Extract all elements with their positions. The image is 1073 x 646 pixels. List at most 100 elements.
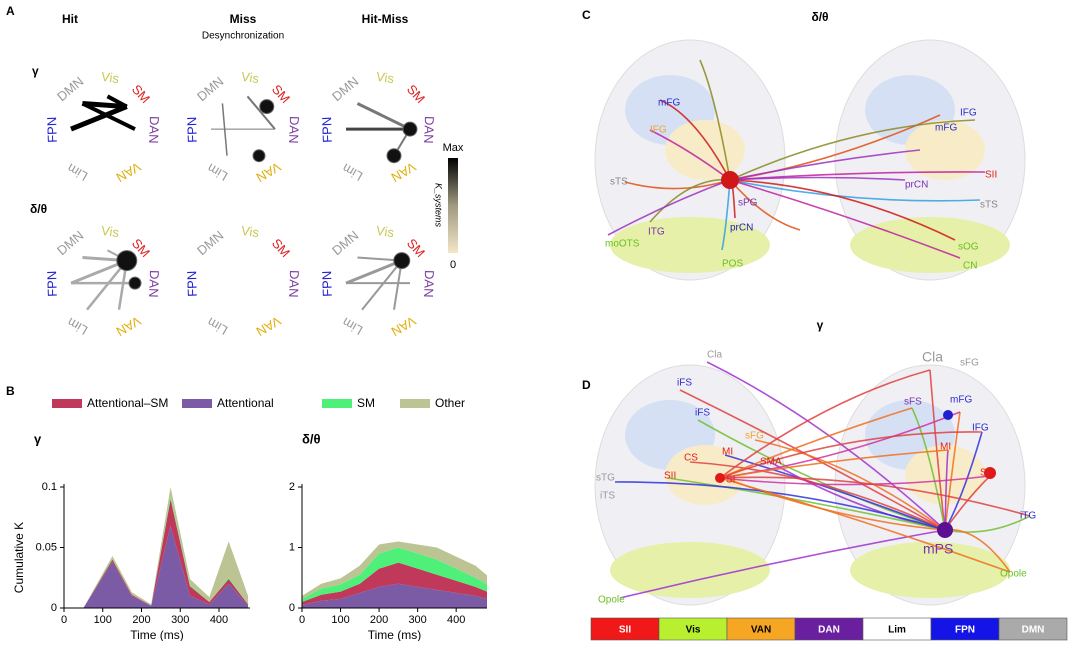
region-label: iFS [677, 378, 692, 389]
region-label: IFG [960, 108, 977, 119]
network-label: DAN [146, 270, 162, 298]
figure: A B C D Hit Miss Desynchronization Hit-M… [0, 0, 1073, 641]
region-label: POS [722, 259, 743, 270]
y-tick-label: 0.1 [42, 481, 57, 493]
region-label: ITG [648, 227, 665, 238]
region-label: sPG [738, 198, 758, 209]
region-label: IFG [972, 423, 989, 434]
colorbar-min: 0 [450, 259, 456, 271]
network-label: DAN [286, 270, 302, 298]
panel-label: C [582, 8, 591, 22]
network-label: Vis [240, 223, 260, 240]
x-tick-label: 400 [447, 614, 465, 626]
panel-title: γ [817, 318, 824, 332]
column-title: Hit [62, 12, 78, 26]
legend-label: Lim [888, 625, 906, 636]
network-label: DMN [194, 74, 226, 105]
y-axis-label: Cumulative K [12, 522, 26, 593]
legend-label: FPN [955, 625, 975, 636]
network-label: Vis [240, 69, 260, 86]
network-label: Vis [100, 223, 120, 240]
legend-label: Vis [686, 625, 701, 636]
network-label: DMN [329, 74, 361, 105]
network-node [129, 277, 141, 289]
network-label: VAN [254, 159, 284, 185]
panel-title: δ/θ [811, 10, 828, 24]
x-tick-label: 200 [132, 614, 150, 626]
x-tick-label: 0 [299, 614, 305, 626]
network-node [253, 150, 265, 162]
legend-label: SII [619, 625, 631, 636]
network-label: VAN [114, 313, 144, 339]
panel-label: D [582, 378, 591, 392]
legend-label: DAN [818, 625, 840, 636]
chart-title: γ [34, 431, 42, 446]
region-label: sOG [958, 242, 979, 253]
network-label: DMN [194, 228, 226, 259]
region-label: CS [684, 453, 698, 464]
region-label: SII [980, 468, 992, 479]
panel-label: A [6, 4, 15, 18]
colorbar-max: Max [443, 142, 464, 154]
region-label: sTG [596, 473, 615, 484]
network-label: FPN [44, 117, 60, 144]
network-node [403, 122, 417, 136]
row-title: γ [32, 64, 39, 78]
legend-label: Attentional [217, 396, 274, 410]
network-label: Vis [100, 69, 120, 86]
network-node [387, 149, 401, 163]
region-label: iTG [1020, 511, 1036, 522]
brain-region [850, 217, 1010, 273]
legend-swatch [400, 399, 430, 408]
legend-label: SM [357, 396, 375, 410]
region-label: mFG [935, 123, 957, 134]
network-label: VAN [114, 159, 144, 185]
region-label: prCN [730, 223, 753, 234]
brain-region [665, 120, 745, 180]
legend-label: Other [435, 396, 465, 410]
region-label: sFS [904, 397, 922, 408]
region-label: Opole [598, 595, 625, 606]
x-tick-label: 200 [370, 614, 388, 626]
region-label: SII [985, 170, 997, 181]
network-label: DAN [421, 270, 437, 298]
network-node [260, 100, 274, 114]
hub-node [715, 473, 725, 483]
hub-node [721, 171, 739, 189]
colorbar-label: K_systems [434, 183, 444, 228]
region-label: sFG [745, 431, 764, 442]
x-tick-label: 100 [331, 614, 349, 626]
network-label: FPN [319, 271, 335, 298]
region-label: Opole [1000, 569, 1027, 580]
region-label: Cla [707, 350, 722, 361]
chart-title: δ/θ [302, 431, 321, 446]
region-label: sTS [980, 200, 998, 211]
hub-node [943, 410, 953, 420]
network-label: FPN [44, 271, 60, 298]
region-label: IFG [650, 125, 667, 136]
network-label: DAN [286, 116, 302, 144]
column-subtitle: Desynchronization [202, 31, 284, 42]
network-label: FPN [184, 117, 200, 144]
region-label: iFS [695, 408, 710, 419]
y-tick-label: 0 [51, 602, 57, 614]
network-label: Vis [375, 69, 395, 86]
network-label: DMN [54, 228, 86, 259]
region-label: SII [664, 471, 676, 482]
network-label: VAN [389, 313, 419, 339]
network-label: DAN [421, 116, 437, 144]
region-label: mPS [923, 541, 953, 557]
network-node [394, 253, 410, 269]
panel-label: B [6, 384, 15, 398]
y-tick-label: 0 [289, 602, 295, 614]
hub-node [937, 522, 953, 538]
network-label: FPN [184, 271, 200, 298]
network-label: SM [129, 82, 153, 107]
x-tick-label: 400 [210, 614, 228, 626]
network-label: Lim [205, 314, 231, 337]
x-tick-label: 0 [61, 614, 67, 626]
legend-swatch [182, 399, 212, 408]
legend-label: DMN [1022, 625, 1045, 636]
region-label: MI [940, 442, 951, 453]
network-label: SM [404, 82, 428, 107]
